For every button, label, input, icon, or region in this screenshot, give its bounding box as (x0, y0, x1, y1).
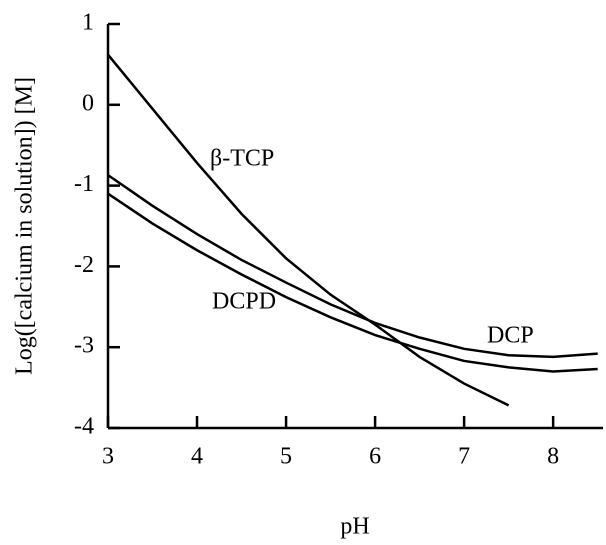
line (107, 192, 598, 373)
y-tick-label: -1 (74, 171, 94, 197)
x-tick-label: 8 (547, 444, 559, 470)
y-tick-label: -2 (74, 252, 94, 278)
y-tick-label: 0 (82, 90, 94, 116)
y-tick-label: -3 (74, 333, 94, 359)
x-axis-label: pH (340, 514, 369, 540)
y-tick-label: 1 (82, 10, 94, 36)
y-tick-label: -4 (74, 414, 94, 440)
y-axis-label: Log([calcium in solution]) [M] (12, 77, 38, 375)
series-label: β-TCP (210, 146, 274, 172)
x-tick-label: 4 (191, 444, 203, 470)
x-tick-label: 7 (458, 444, 470, 470)
x-tick-label: 3 (102, 444, 114, 470)
series-label: DCP (487, 323, 534, 349)
x-tick-label: 5 (280, 444, 292, 470)
series-label: DCPD (212, 289, 276, 315)
line (107, 53, 510, 407)
line (107, 174, 598, 359)
x-tick-label: 6 (369, 444, 381, 470)
